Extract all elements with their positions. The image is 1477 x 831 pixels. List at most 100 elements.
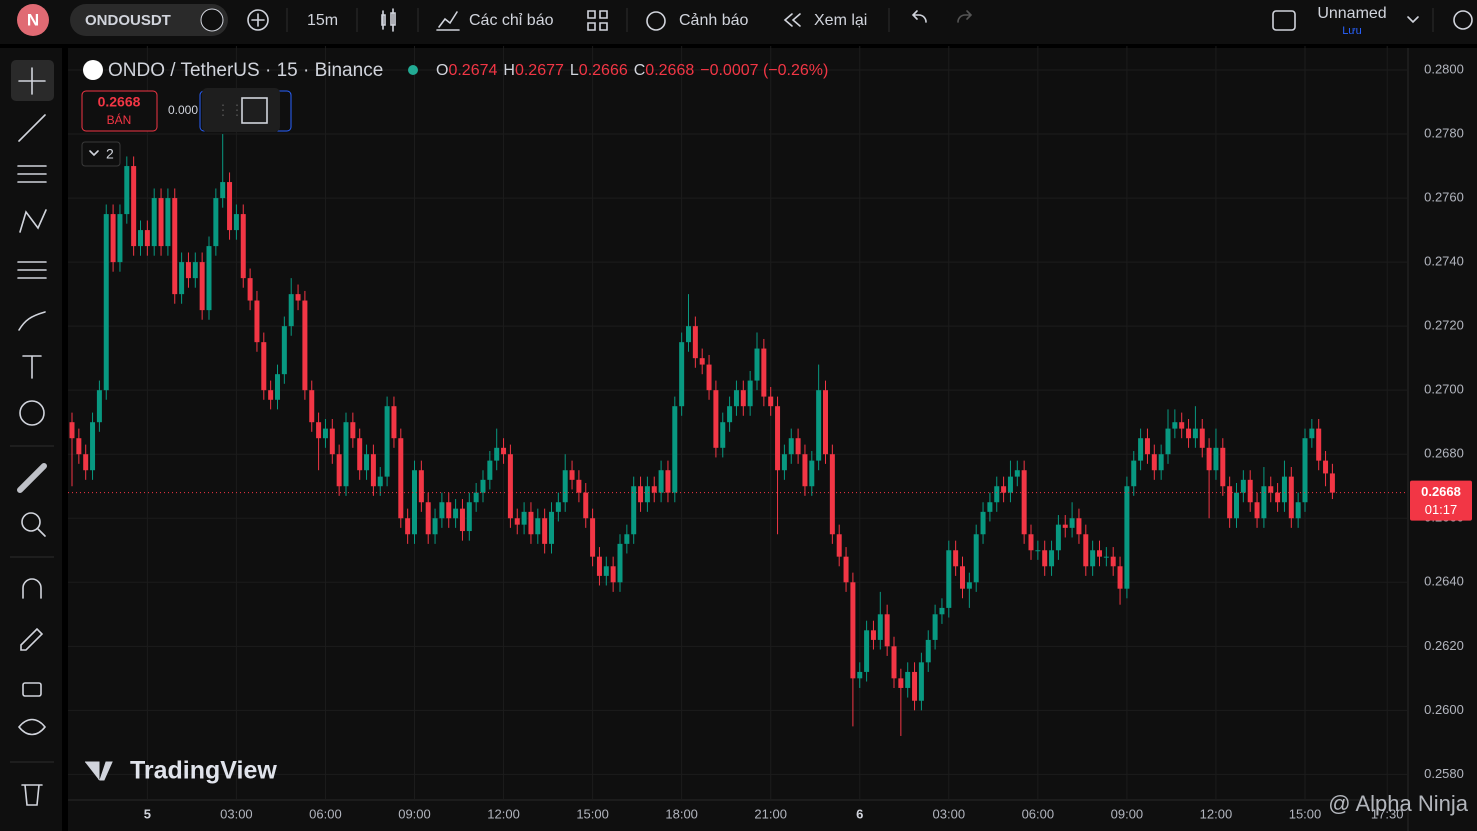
candle-body <box>836 534 842 557</box>
undo-icon[interactable] <box>911 10 927 23</box>
brush-icon[interactable] <box>18 311 46 331</box>
candle-body <box>679 342 685 407</box>
candle-body <box>610 566 616 583</box>
candle-body <box>398 438 404 519</box>
candle-body <box>1055 524 1061 551</box>
candle-body <box>494 447 500 461</box>
symbol-search[interactable] <box>70 4 228 36</box>
candle-body <box>1268 486 1274 493</box>
ruler-icon[interactable] <box>17 463 47 493</box>
candle-body <box>1151 454 1157 471</box>
lock-draw-icon[interactable] <box>20 627 44 651</box>
candle-body <box>1316 428 1322 461</box>
candle-body <box>1138 438 1144 461</box>
emoji-icon[interactable] <box>19 400 45 426</box>
candle-body <box>487 460 493 480</box>
candle-body <box>638 486 644 503</box>
candle-body <box>1069 518 1075 528</box>
candle-body <box>240 214 246 279</box>
interval[interactable]: 15m <box>307 12 338 29</box>
candle-body <box>501 447 507 455</box>
redo-icon[interactable] <box>957 10 973 23</box>
candle-body <box>549 511 554 544</box>
candle-body <box>1014 470 1020 477</box>
candle-body <box>898 678 904 688</box>
candle-body <box>117 214 123 263</box>
candle-body <box>1172 422 1178 429</box>
candle-body <box>576 479 582 493</box>
candle-body <box>138 230 143 247</box>
candle-body <box>1042 550 1048 567</box>
watermark: TradingView <box>130 757 277 785</box>
prediction-icon[interactable] <box>17 261 47 279</box>
candle-body <box>418 470 424 503</box>
layout-dropdown[interactable] <box>1407 16 1419 24</box>
h-value: 0.2677 <box>515 62 564 79</box>
candle-body <box>747 380 753 407</box>
chart-type-icon[interactable] <box>381 8 396 32</box>
candle-body <box>151 198 157 247</box>
candle-body <box>1049 550 1055 567</box>
y-tick-label: 0.2700 <box>1424 382 1464 397</box>
lock-icon[interactable] <box>22 682 42 697</box>
magnet-icon[interactable] <box>22 578 42 599</box>
candle-body <box>405 518 411 535</box>
candle-body <box>987 502 993 512</box>
candle-body <box>1090 550 1096 567</box>
trendline-icon[interactable] <box>18 114 46 142</box>
x-tick-label: 18:00 <box>665 806 698 821</box>
o-label: O <box>436 62 448 79</box>
candle-body <box>83 454 89 471</box>
x-tick-label: 09:00 <box>1111 806 1144 821</box>
templates-icon[interactable] <box>587 10 608 31</box>
candle-body <box>877 614 883 640</box>
zoom-icon[interactable] <box>21 512 41 532</box>
candle-body <box>329 428 335 455</box>
candle-body <box>192 262 198 279</box>
o-value: 0.2674 <box>448 62 497 79</box>
candle-body <box>720 422 726 448</box>
candle-body <box>514 518 520 525</box>
candle-body <box>1329 473 1335 493</box>
pattern-icon[interactable] <box>19 209 47 233</box>
c-label: C <box>634 62 646 79</box>
candle-body <box>960 566 965 589</box>
crosshair-icon[interactable] <box>18 67 46 95</box>
candle-body <box>391 406 397 439</box>
add-symbol-icon[interactable] <box>247 9 269 31</box>
symbol-logo <box>83 60 103 80</box>
candle-body <box>1234 492 1239 519</box>
alerts[interactable]: Cảnh báo <box>679 12 748 29</box>
l-value: 0.2666 <box>579 62 628 79</box>
avatar[interactable] <box>17 4 49 36</box>
sell-button[interactable] <box>81 90 158 132</box>
eye-icon[interactable] <box>17 718 47 736</box>
candle-body <box>1302 438 1308 503</box>
compare-icon[interactable] <box>200 8 224 32</box>
chevron <box>89 150 99 157</box>
candle-body <box>1227 486 1233 519</box>
indicators[interactable]: Các chỉ báo <box>469 12 554 29</box>
collapse-button[interactable] <box>81 141 121 167</box>
candle-body <box>1220 447 1226 487</box>
save[interactable]: Lưu <box>1342 25 1362 37</box>
y-tick-label: 0.2740 <box>1424 254 1464 269</box>
candle-body <box>946 550 952 608</box>
text-icon[interactable] <box>22 355 42 379</box>
candle-body <box>733 390 739 407</box>
trash-icon[interactable] <box>21 784 43 806</box>
candle-body <box>247 278 253 301</box>
candle-body <box>651 486 657 493</box>
layout-name[interactable]: Unnamed <box>1317 5 1386 22</box>
candle-body <box>864 630 870 672</box>
candle-body <box>973 534 979 583</box>
quick-search-icon[interactable] <box>1453 10 1473 30</box>
layout-icon[interactable] <box>1272 10 1296 31</box>
x-tick-label: 21:00 <box>754 806 787 821</box>
rect-tool[interactable] <box>241 97 268 124</box>
fib-icon[interactable] <box>17 165 47 183</box>
replay[interactable]: Xem lại <box>814 12 867 29</box>
candle-body <box>309 390 315 423</box>
candle-body <box>912 671 918 701</box>
x-tick-label: 15:00 <box>1289 806 1322 821</box>
